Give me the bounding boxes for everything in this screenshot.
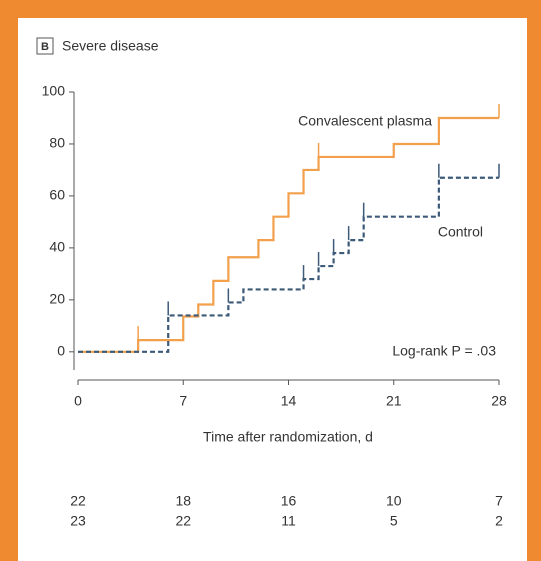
y-tick-label: 60	[49, 187, 65, 203]
at-risk-count: 22	[70, 493, 86, 509]
x-tick-label: 14	[281, 393, 297, 409]
at-risk-count: 16	[281, 493, 297, 509]
series-label: Control	[438, 224, 483, 240]
chart-title: Severe disease	[62, 38, 159, 54]
panel-label-box	[36, 37, 54, 55]
x-tick-label: 0	[74, 393, 82, 409]
y-tick-label: 20	[49, 291, 65, 307]
y-tick-label: 100	[42, 83, 66, 99]
annotation: Log-rank P = .03	[392, 343, 496, 359]
at-risk-count: 18	[175, 493, 191, 509]
at-risk-count: 11	[281, 513, 296, 529]
at-risk-count: 10	[386, 493, 402, 509]
survival-line	[78, 176, 499, 353]
at-risk-count: 7	[495, 493, 503, 509]
series-label: Convalescent plasma	[298, 113, 432, 129]
x-tick-label: 28	[491, 393, 507, 409]
y-tick-label: 0	[57, 343, 65, 359]
x-axis-label: Time after randomization, d	[203, 429, 373, 445]
y-tick-label: 80	[49, 135, 65, 151]
x-tick-label: 21	[386, 393, 402, 409]
at-risk-count: 2	[495, 513, 503, 529]
at-risk-count: 5	[390, 513, 398, 529]
at-risk-count: 23	[70, 513, 86, 529]
panel-label: B	[41, 41, 49, 53]
y-tick-label: 40	[49, 239, 65, 255]
at-risk-count: 22	[175, 513, 191, 529]
x-tick-label: 7	[179, 393, 187, 409]
